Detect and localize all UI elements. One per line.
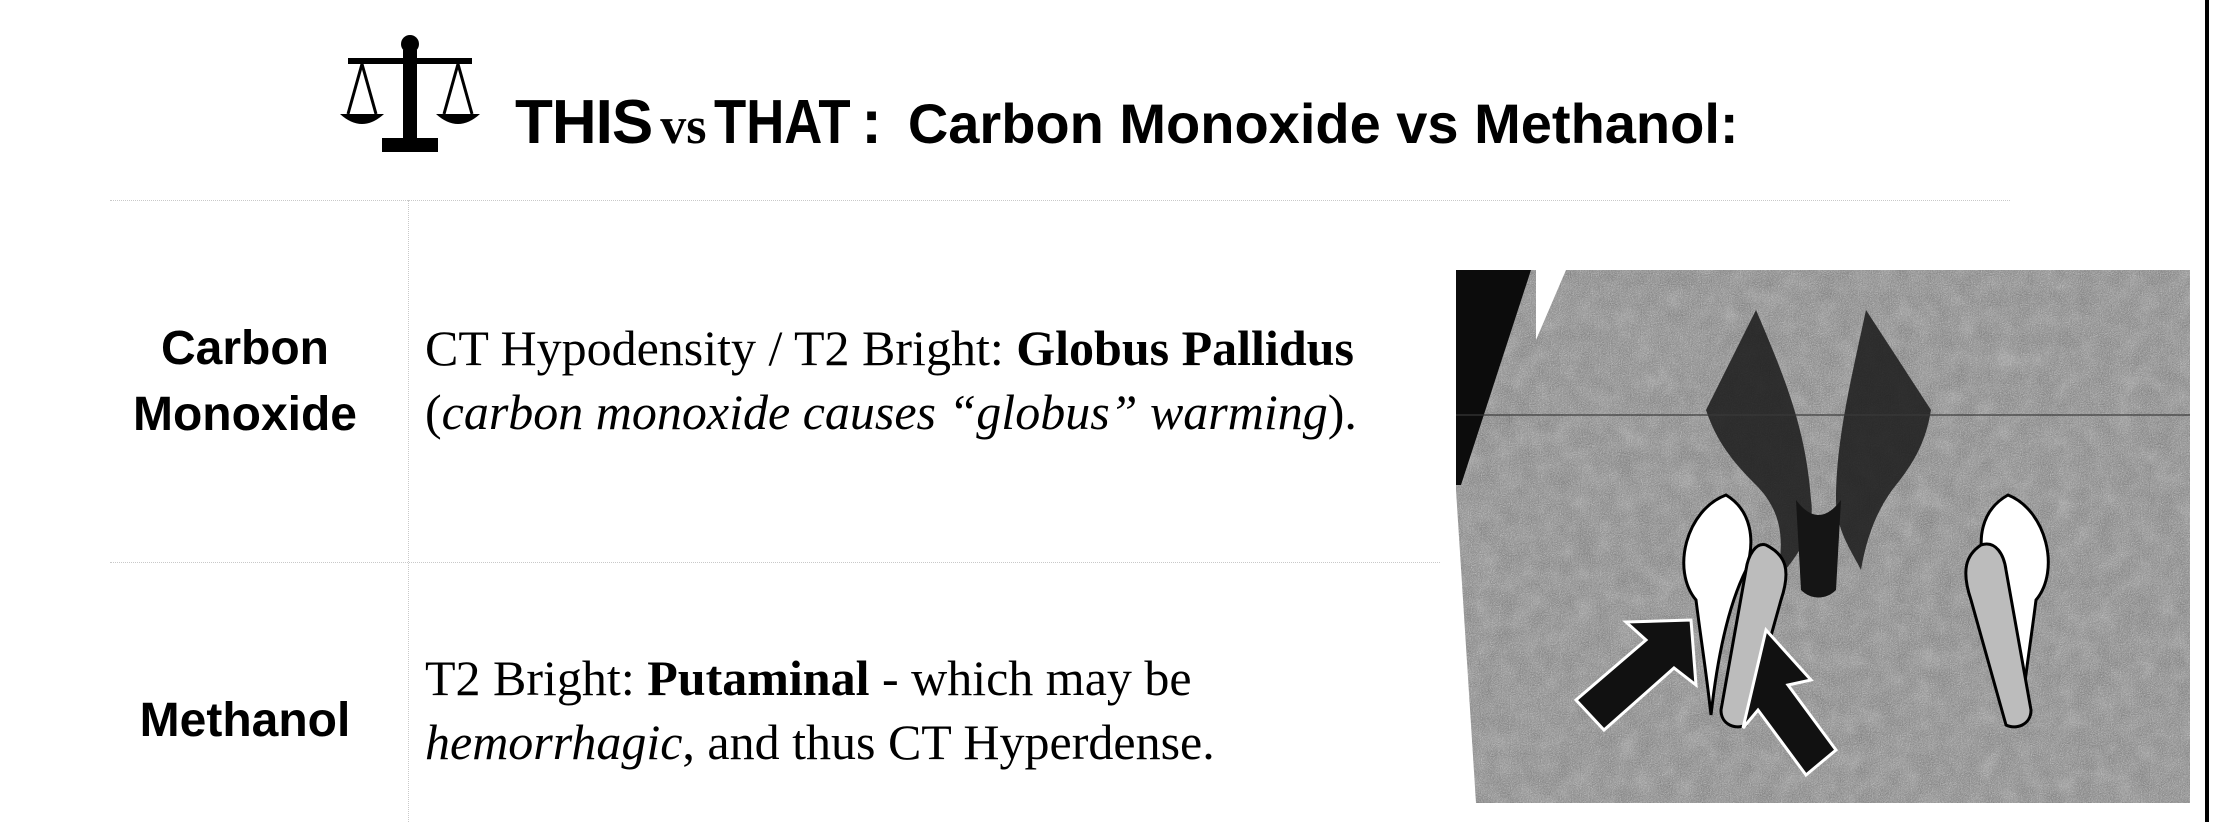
right-arrow-icon xyxy=(1741,626,1839,778)
brain-mri-image xyxy=(1456,270,2190,803)
row-description-line1: CT Hypodensity / T2 Bright: Globus Palli… xyxy=(425,316,1357,380)
description-bold: Globus Pallidus xyxy=(1016,320,1354,376)
description-text: ). xyxy=(1327,384,1357,440)
description-bold: Putaminal xyxy=(647,650,870,706)
title-this: THIS xyxy=(515,88,653,157)
title-that: THAT xyxy=(714,88,852,157)
row-label-methanol: Methanol xyxy=(100,688,390,754)
row-label-line2: Monoxide xyxy=(133,388,357,441)
row-description-methanol: T2 Bright: Putaminal - which may be hemo… xyxy=(425,646,1215,774)
description-italic: hemorrhagic xyxy=(425,714,683,770)
row-description-line2: (carbon monoxide causes “globus” warming… xyxy=(425,380,1357,444)
row-label-line1: Carbon xyxy=(161,322,329,375)
table-column-rule xyxy=(408,200,409,822)
title-colon: : xyxy=(861,88,882,157)
description-italic: carbon monoxide causes “globus” warming xyxy=(441,384,1328,440)
description-text: T2 Bright: xyxy=(425,650,648,706)
scales-of-justice-icon xyxy=(340,35,480,152)
row-description-carbon-monoxide: CT Hypodensity / T2 Bright: Globus Palli… xyxy=(425,316,1357,444)
description-text: , and thus CT Hyperdense. xyxy=(682,714,1215,770)
table-mid-rule xyxy=(110,562,1440,563)
row-label-line1: Methanol xyxy=(139,694,351,747)
title-topic: Carbon Monoxide vs Methanol: xyxy=(907,92,1739,155)
page-title: THIS vs THAT: Carbon Monoxide vs Methanol: xyxy=(515,92,1739,154)
description-text: - which may be xyxy=(869,650,1192,706)
row-description-line2: hemorrhagic, and thus CT Hyperdense. xyxy=(425,710,1215,774)
title-vs: vs xyxy=(660,98,707,155)
description-text: ( xyxy=(425,384,442,440)
row-description-line1: T2 Bright: Putaminal - which may be xyxy=(425,646,1215,710)
page-edge-rule xyxy=(2205,0,2209,822)
brain-mri-icon xyxy=(1456,270,2190,803)
table-top-rule xyxy=(110,200,2010,201)
description-text: CT Hypodensity / T2 Bright: xyxy=(425,320,1017,376)
row-label-carbon-monoxide: Carbon Monoxide xyxy=(100,316,390,448)
left-arrow-icon xyxy=(1573,618,1698,733)
